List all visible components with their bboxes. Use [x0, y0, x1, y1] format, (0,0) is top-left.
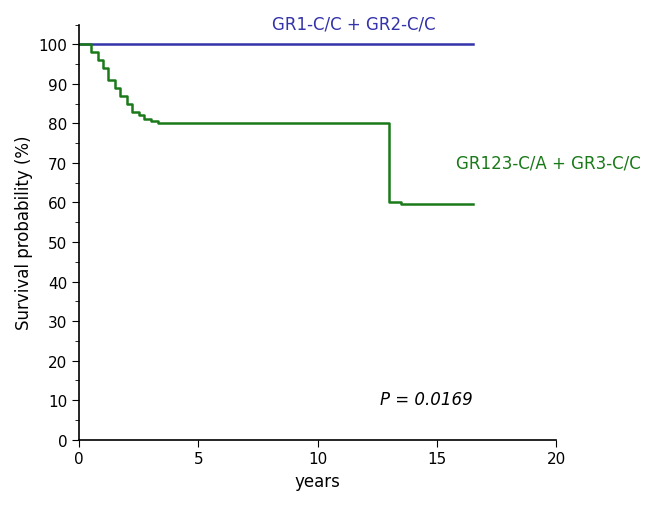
Text: GR123-C/A + GR3-C/C: GR123-C/A + GR3-C/C	[456, 155, 641, 173]
Y-axis label: Survival probability (%): Survival probability (%)	[15, 135, 33, 330]
Text: GR1-C/C + GR2-C/C: GR1-C/C + GR2-C/C	[272, 16, 436, 33]
Text: P = 0.0169: P = 0.0169	[380, 390, 473, 408]
X-axis label: years: years	[294, 472, 341, 490]
